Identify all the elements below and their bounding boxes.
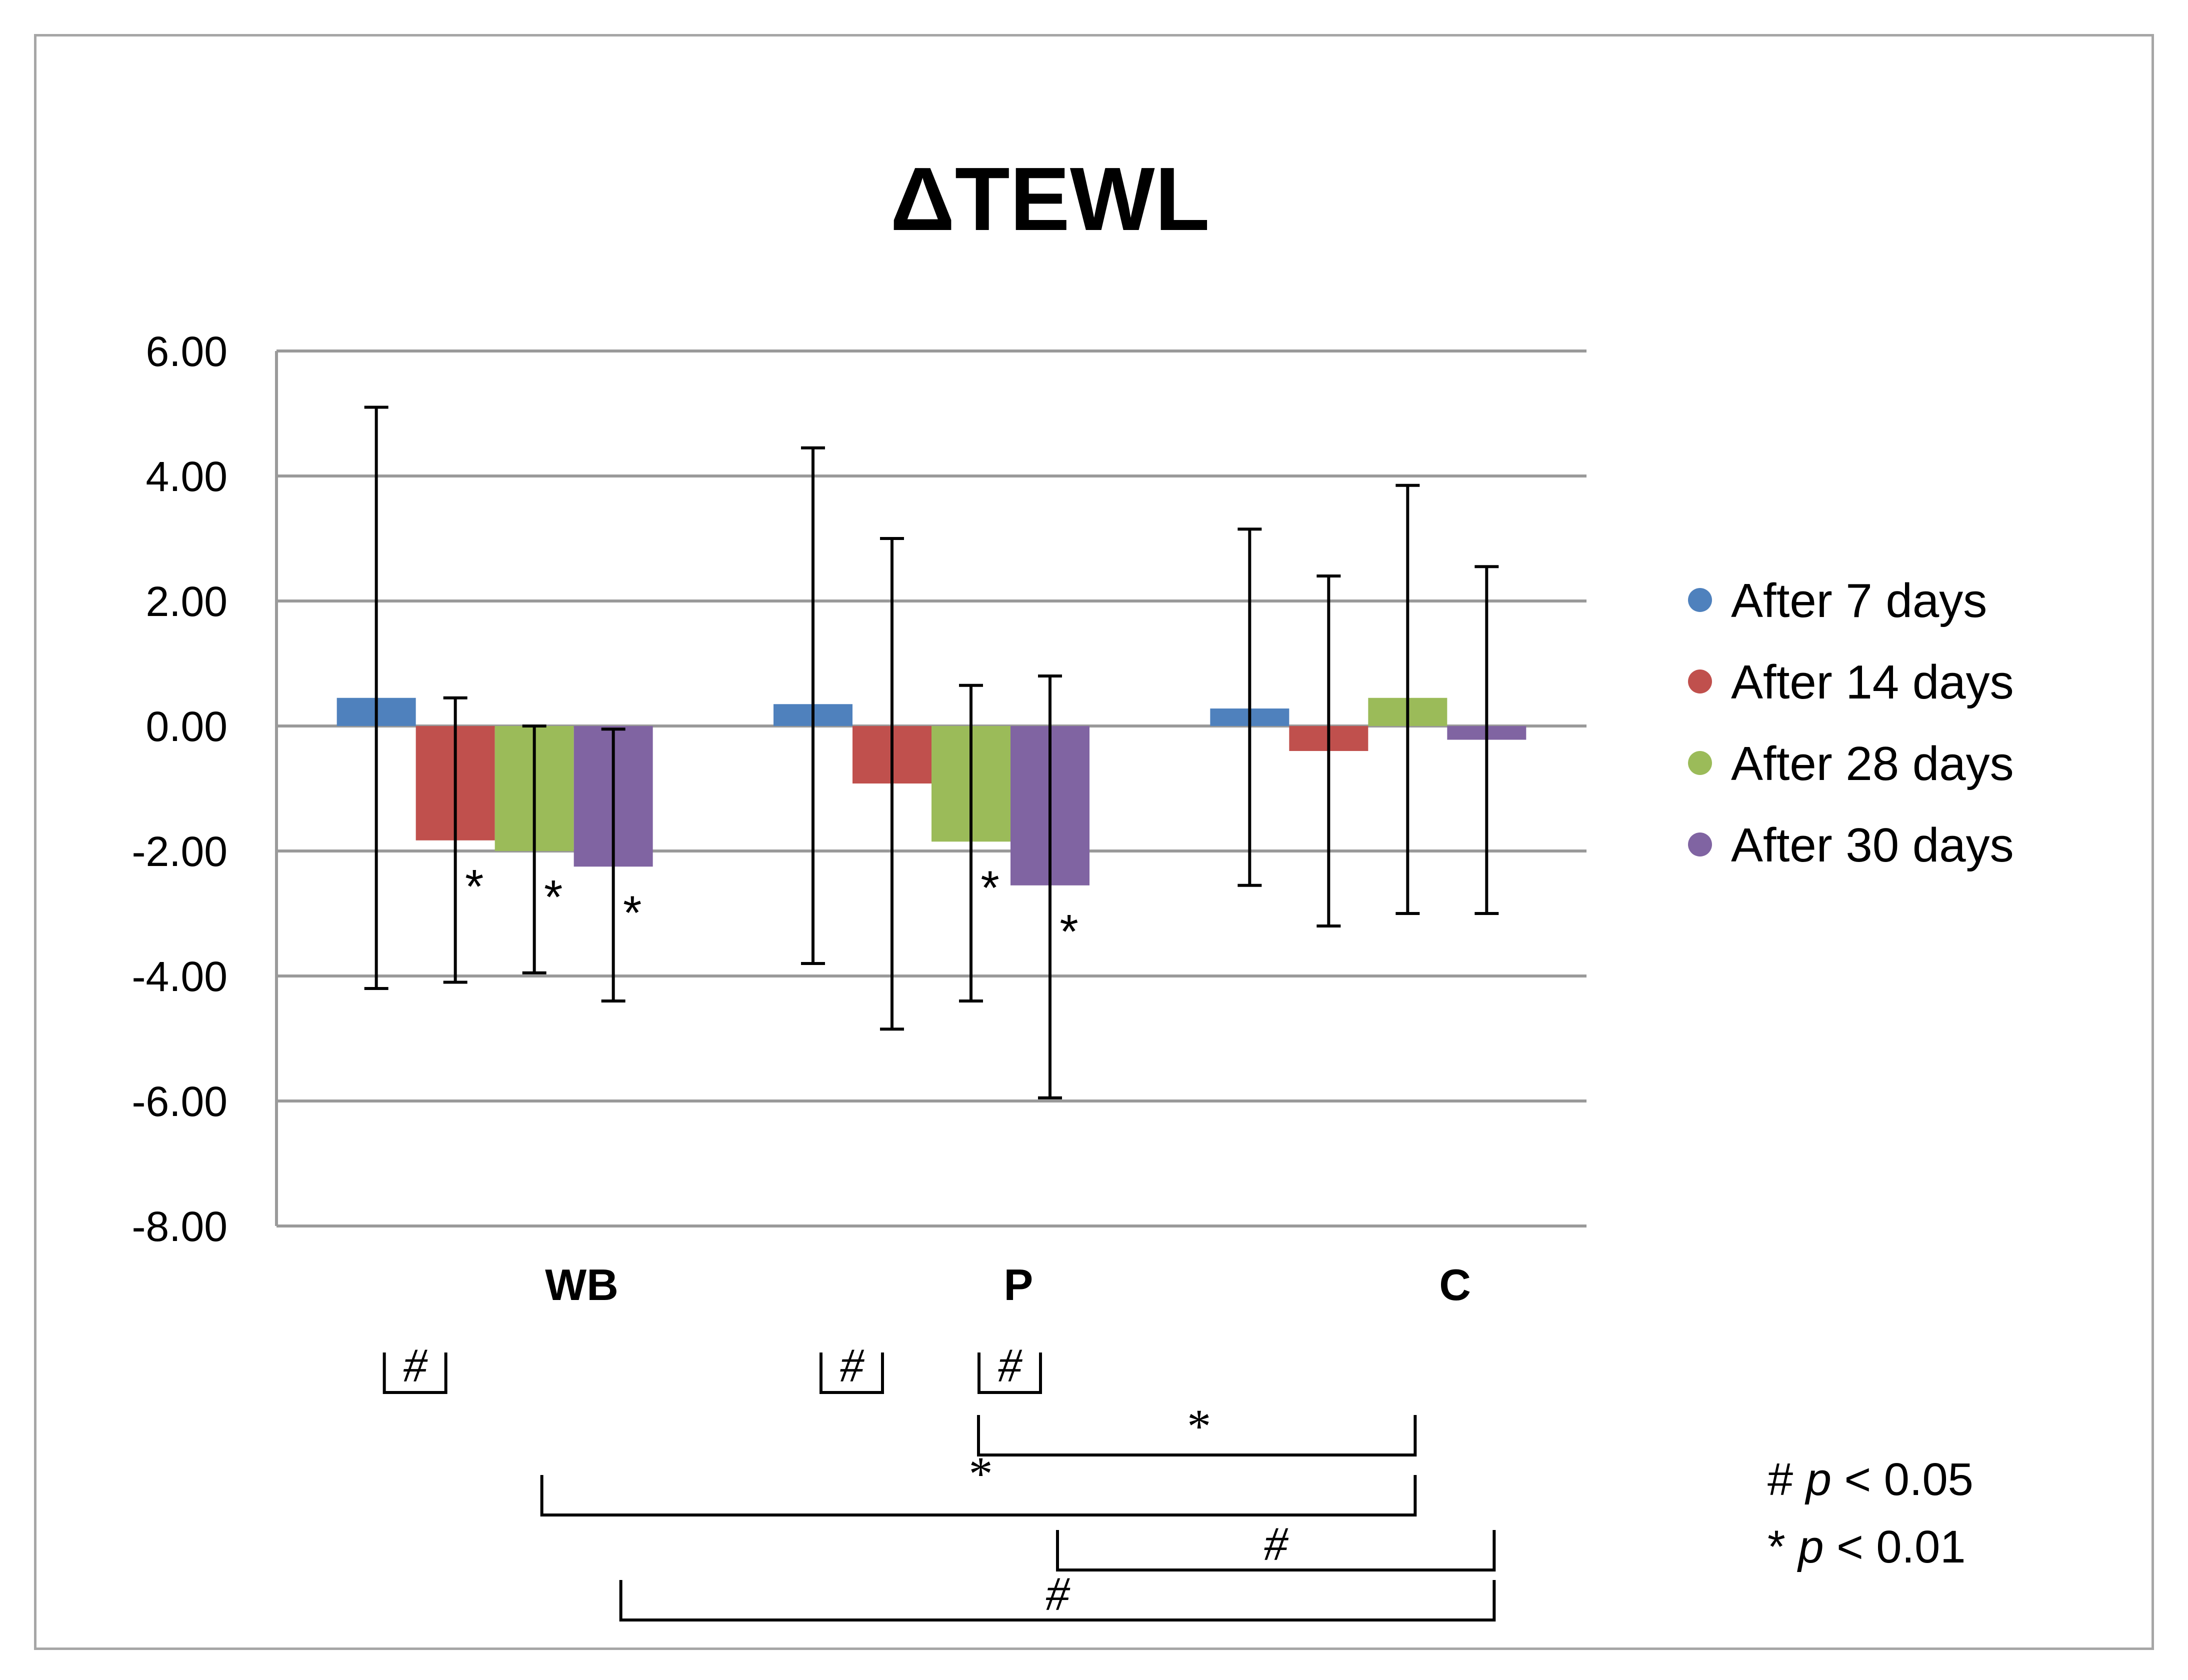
- significance-symbol: #: [1768, 1454, 1806, 1505]
- y-tick-label: -6.00: [132, 1078, 228, 1125]
- legend-marker: [1688, 588, 1712, 612]
- significance-symbol: *: [1768, 1522, 1798, 1572]
- x-category-label: P: [1004, 1260, 1033, 1310]
- bars: [336, 698, 1526, 886]
- bracket: [820, 1352, 884, 1394]
- bracket-label: #: [1046, 1567, 1070, 1620]
- p-threshold: < 0.01: [1824, 1522, 1966, 1572]
- significance-note: # p < 0.05: [1768, 1454, 1974, 1505]
- significance-star: *: [544, 870, 562, 924]
- bracket-label: #: [403, 1338, 428, 1392]
- y-tick-label: 4.00: [146, 453, 228, 500]
- chart-frame: [34, 34, 2154, 1650]
- x-category-label: WB: [545, 1260, 618, 1310]
- legend-label: After 14 days: [1731, 656, 2014, 709]
- bracket: [382, 1352, 448, 1394]
- bracket-label: *: [966, 1447, 990, 1500]
- significance-legend: # p < 0.05 * p < 0.01: [1768, 1454, 1974, 1572]
- x-axis-categories: WB P C: [545, 1260, 1471, 1310]
- y-axis: 6.00 4.00 2.00 0.00 -2.00 -4.00 -6.00 -8.00: [132, 328, 278, 1250]
- bracket: [1056, 1530, 1496, 1572]
- bracket-label: #: [840, 1338, 865, 1392]
- significance-star: *: [623, 886, 642, 940]
- legend: After 7 days After 14 days After 28 days Af…: [1688, 574, 2014, 872]
- y-tick-label: 2.00: [146, 578, 228, 625]
- y-tick-label: 0.00: [146, 703, 228, 750]
- legend-label: After 7 days: [1731, 574, 1987, 628]
- p-threshold: < 0.05: [1832, 1454, 1974, 1505]
- chart-title: ΔTEWL: [890, 149, 1210, 250]
- significance-brackets: # # # * * # #: [382, 1338, 1496, 1622]
- legend-label: After 30 days: [1731, 818, 2014, 872]
- legend-marker: [1688, 832, 1712, 856]
- significance-star: *: [980, 861, 999, 914]
- x-category-label: C: [1439, 1260, 1471, 1310]
- y-tick-label: 6.00: [146, 328, 228, 375]
- bracket: [978, 1352, 1042, 1394]
- y-tick-label: -8.00: [132, 1203, 228, 1250]
- y-tick-label: -4.00: [132, 953, 228, 1000]
- significance-star: *: [465, 860, 484, 914]
- p-symbol: p: [1796, 1522, 1824, 1572]
- bracket: [540, 1475, 1417, 1516]
- bracket: [619, 1580, 1496, 1622]
- y-tick-label: -2.00: [132, 828, 228, 875]
- legend-label: After 28 days: [1731, 737, 2014, 790]
- bracket-label: #: [1264, 1517, 1289, 1570]
- bar-annotations: * * * * *: [465, 860, 1078, 958]
- p-symbol: p: [1804, 1454, 1832, 1505]
- error-bars: [364, 406, 1499, 1100]
- legend-marker: [1688, 670, 1712, 694]
- legend-marker: [1688, 751, 1712, 775]
- bracket-label: #: [998, 1338, 1023, 1392]
- significance-star: *: [1060, 905, 1078, 958]
- significance-note: * p < 0.01: [1768, 1522, 1966, 1572]
- bracket: [977, 1415, 1417, 1456]
- bracket-label: *: [1185, 1400, 1209, 1453]
